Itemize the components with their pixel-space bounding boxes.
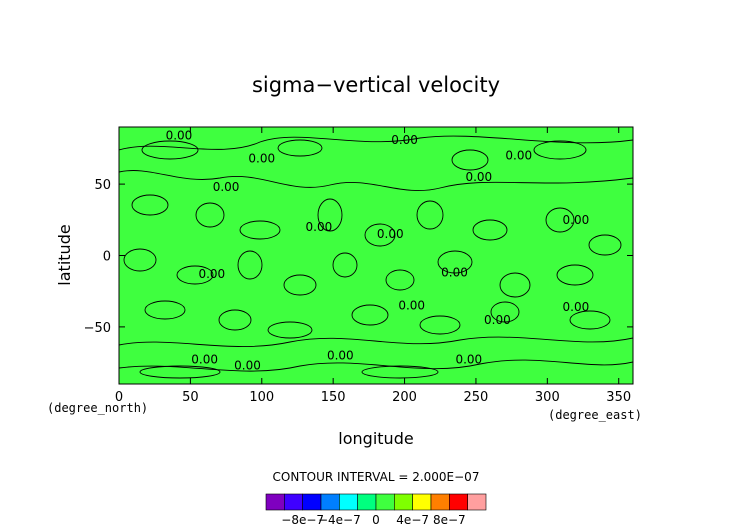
colorbar-swatch: [339, 493, 358, 511]
colorbar-tick-label: −4e−7: [318, 513, 361, 527]
contour-label: 0.00: [484, 313, 511, 327]
x-axis: 0 50 100 150 200 250 300 350: [115, 127, 631, 405]
x-tick-label: 100: [249, 390, 274, 405]
contour-label: 0.00: [327, 348, 354, 362]
contour-label: 0.00: [391, 133, 418, 147]
contour-label: 0.00: [563, 213, 590, 227]
contour-label: 0.00: [198, 267, 225, 281]
x-axis-label: longitude: [338, 429, 413, 448]
colorbar-swatch: [412, 493, 432, 511]
x-tick-label: 350: [606, 390, 631, 405]
colorbar-swatch: [265, 493, 285, 511]
chart-title: sigma−vertical velocity: [252, 73, 500, 97]
colorbar-swatch: [357, 493, 377, 511]
colorbar-tick-label: −8e−7: [281, 513, 324, 527]
contour-label: 0.00: [455, 353, 482, 367]
colorbar-swatch: [430, 493, 450, 511]
contour-label: 0.00: [465, 170, 492, 184]
colorbar-tick-label: 4e−7: [396, 513, 429, 527]
y-tick-label: 50: [94, 178, 111, 193]
colorbar-swatch: [302, 493, 322, 511]
contour-labels: 0.00 0.00 0.00 0.00 0.00 0.00 0.00 0.00 0.00 0.00…: [166, 129, 590, 373]
contour-label: 0.00: [213, 180, 240, 194]
y-unit-label: (degree_north): [47, 401, 148, 415]
colorbar-swatch: [375, 493, 395, 511]
contour-label: 0.00: [441, 266, 468, 280]
x-tick-label: 150: [321, 390, 346, 405]
contour-label: 0.00: [563, 300, 590, 314]
contour-label: 0.00: [234, 358, 261, 372]
colorbar-labels: −8e−7−4e−7 0 4e−7 8e−7: [281, 513, 465, 527]
colorbar-swatch: [320, 493, 340, 511]
colorbar-swatch: [394, 493, 413, 511]
plot-area: [119, 127, 633, 384]
colorbar-swatch: [449, 493, 468, 511]
contour-lines: [119, 135, 633, 379]
colorbar-tick-label: 0: [372, 513, 380, 527]
x-tick-label: 250: [464, 390, 489, 405]
colorbar-swatch: [467, 493, 487, 511]
contour-label: 0.00: [191, 353, 218, 367]
contour-label: 0.00: [377, 227, 404, 241]
x-tick-label: 300: [535, 390, 560, 405]
y-tick-label: 0: [103, 250, 111, 265]
x-tick-label: 0: [115, 390, 123, 405]
x-tick-label: 50: [182, 390, 199, 405]
y-axis: 50 0 −50: [84, 178, 633, 336]
contour-label: 0.00: [398, 298, 425, 312]
y-axis-label: latitude: [55, 224, 74, 285]
contour-label: 0.00: [248, 151, 275, 165]
contour-interval-label: CONTOUR INTERVAL = 2.000E−07: [273, 470, 480, 484]
contour-label: 0.00: [306, 220, 333, 234]
y-tick-label: −50: [84, 321, 111, 336]
x-tick-label: 200: [392, 390, 417, 405]
contour-label: 0.00: [505, 149, 532, 163]
colorbar-tick-label: 8e−7: [433, 513, 466, 527]
colorbar-swatch: [284, 493, 303, 511]
x-unit-label: (degree_east): [548, 408, 642, 422]
colorbar: [265, 493, 487, 511]
contour-label: 0.00: [166, 129, 193, 143]
